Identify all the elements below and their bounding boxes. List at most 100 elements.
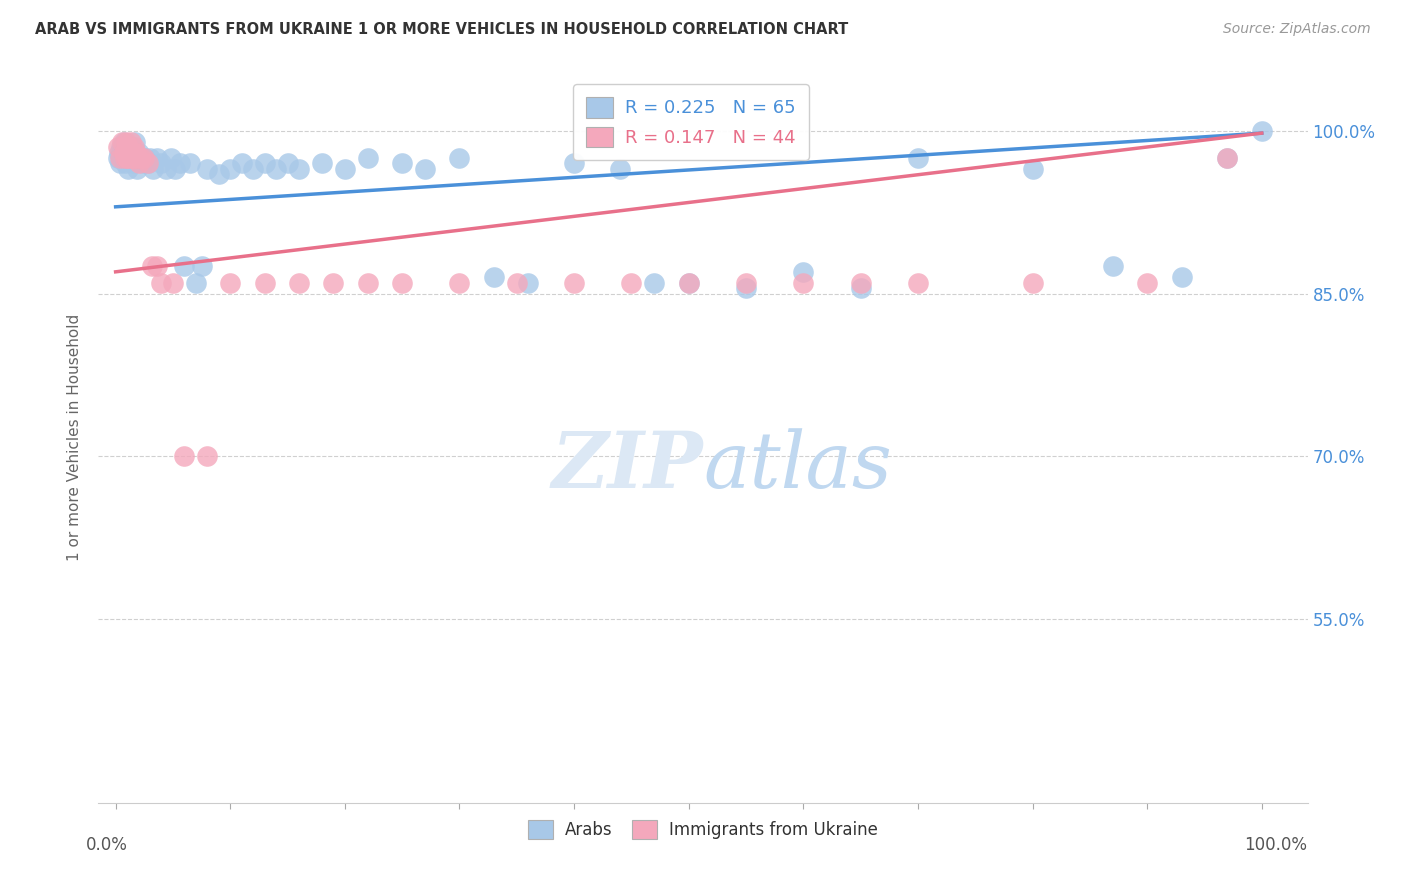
- Point: [173, 449, 195, 463]
- Point: [120, 151, 142, 165]
- Point: [108, 156, 131, 170]
- Point: [391, 156, 413, 170]
- Point: [108, 151, 131, 165]
- Point: [115, 151, 138, 165]
- Point: [112, 135, 135, 149]
- Point: [792, 276, 814, 290]
- Point: [162, 276, 184, 290]
- Point: [792, 265, 814, 279]
- Point: [110, 140, 132, 154]
- Point: [121, 151, 143, 165]
- Point: [449, 151, 471, 165]
- Point: [357, 276, 380, 290]
- Point: [208, 167, 231, 181]
- Point: [413, 161, 436, 176]
- Point: [141, 260, 163, 274]
- Point: [146, 151, 169, 165]
- Point: [333, 161, 356, 176]
- Point: [142, 161, 165, 176]
- Point: [253, 156, 276, 170]
- Point: [121, 145, 143, 160]
- Point: [129, 151, 152, 165]
- Point: [173, 260, 195, 274]
- Legend: Arabs, Immigrants from Ukraine: Arabs, Immigrants from Ukraine: [522, 814, 884, 846]
- Point: [125, 145, 148, 160]
- Point: [609, 161, 631, 176]
- Point: [1136, 276, 1159, 290]
- Point: [562, 276, 585, 290]
- Point: [643, 276, 665, 290]
- Point: [121, 140, 143, 154]
- Point: [620, 276, 643, 290]
- Point: [219, 161, 242, 176]
- Point: [150, 156, 173, 170]
- Point: [146, 260, 169, 274]
- Point: [517, 276, 540, 290]
- Point: [907, 151, 929, 165]
- Point: [1250, 124, 1272, 138]
- Point: [322, 276, 344, 290]
- Point: [678, 276, 700, 290]
- Point: [120, 135, 142, 149]
- Text: ZIP: ZIP: [551, 428, 703, 505]
- Point: [735, 281, 758, 295]
- Point: [219, 276, 242, 290]
- Point: [124, 151, 146, 165]
- Point: [231, 156, 253, 170]
- Point: [264, 161, 287, 176]
- Point: [277, 156, 299, 170]
- Point: [115, 135, 138, 149]
- Point: [391, 276, 413, 290]
- Point: [242, 161, 264, 176]
- Point: [107, 151, 129, 165]
- Point: [150, 276, 173, 290]
- Point: [190, 260, 212, 274]
- Point: [111, 135, 134, 149]
- Point: [288, 276, 311, 290]
- Point: [127, 151, 149, 165]
- Point: [115, 145, 138, 160]
- Point: [357, 151, 380, 165]
- Point: [117, 161, 139, 176]
- Point: [114, 156, 136, 170]
- Point: [1170, 270, 1192, 285]
- Point: [134, 151, 156, 165]
- Point: [482, 270, 505, 285]
- Point: [1216, 151, 1239, 165]
- Point: [253, 276, 276, 290]
- Point: [136, 156, 159, 170]
- Point: [112, 145, 135, 160]
- Point: [449, 276, 471, 290]
- Point: [122, 140, 145, 154]
- Point: [136, 156, 159, 170]
- Point: [184, 276, 207, 290]
- Point: [124, 135, 146, 149]
- Point: [288, 161, 311, 176]
- Point: [115, 151, 138, 165]
- Point: [907, 276, 929, 290]
- Point: [118, 145, 141, 160]
- Point: [108, 145, 131, 160]
- Point: [155, 161, 177, 176]
- Point: [114, 151, 136, 165]
- Point: [132, 156, 155, 170]
- Point: [128, 145, 150, 160]
- Point: [127, 161, 149, 176]
- Point: [159, 151, 181, 165]
- Text: 0.0%: 0.0%: [86, 836, 128, 854]
- Point: [128, 156, 150, 170]
- Text: Source: ZipAtlas.com: Source: ZipAtlas.com: [1223, 22, 1371, 37]
- Point: [1021, 276, 1043, 290]
- Point: [849, 281, 872, 295]
- Point: [195, 449, 218, 463]
- Point: [107, 140, 129, 154]
- Point: [506, 276, 529, 290]
- Text: ARAB VS IMMIGRANTS FROM UKRAINE 1 OR MORE VEHICLES IN HOUSEHOLD CORRELATION CHAR: ARAB VS IMMIGRANTS FROM UKRAINE 1 OR MOR…: [35, 22, 848, 37]
- Point: [1101, 260, 1123, 274]
- Point: [1021, 161, 1043, 176]
- Point: [129, 151, 152, 165]
- Point: [117, 140, 139, 154]
- Point: [125, 151, 148, 165]
- Point: [139, 151, 162, 165]
- Point: [562, 156, 585, 170]
